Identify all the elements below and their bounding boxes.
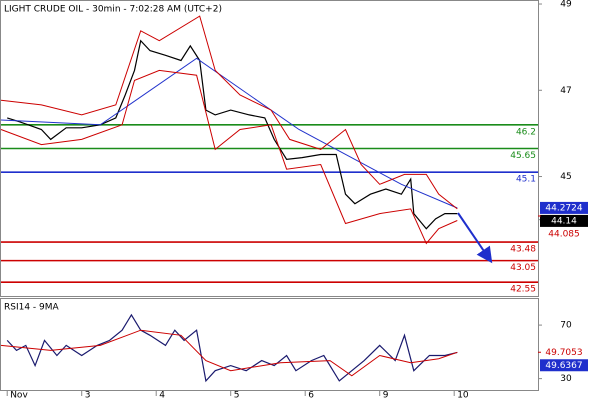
price-marker-label: 44.085 [548, 229, 580, 239]
x-tick-label: 5 [234, 391, 240, 400]
level-label: 45.65 [510, 151, 536, 161]
x-tick-label: 3 [85, 391, 91, 400]
x-tick-label: Nov [10, 391, 28, 400]
y-tick-label: 70 [560, 321, 572, 331]
series-line [0, 69, 458, 245]
level-label: 46.2 [516, 127, 536, 137]
forecast-arrow [457, 212, 493, 264]
x-tick-label: 10 [457, 391, 469, 400]
price-marker-label: 49.6367 [545, 361, 582, 371]
level-label: 43.48 [510, 245, 536, 255]
level-label: 45.1 [516, 175, 536, 185]
series-line [6, 313, 458, 383]
price-marker-label: 49.7053 [545, 348, 582, 358]
x-tick-label: 6 [308, 391, 314, 400]
level-label: 42.55 [510, 285, 536, 295]
chart-title: LIGHT CRUDE OIL - 30min - 7:02:28 AM (UT… [4, 5, 222, 15]
price-marker-box [540, 359, 588, 372]
y-tick-label: 49 [560, 0, 572, 10]
series-line [0, 15, 458, 210]
price-marker-box [540, 201, 588, 214]
level-label: 43.05 [510, 263, 536, 273]
y-tick-label: 45 [560, 172, 571, 182]
price-marker-label: 44.14 [551, 216, 577, 226]
x-tick-label: 9 [383, 391, 389, 400]
series-line [0, 329, 458, 377]
chart-title: RSI14 - 9MA [4, 303, 60, 313]
y-tick-label: 30 [560, 374, 572, 384]
y-tick-label: 47 [560, 86, 571, 96]
x-tick-label: 4 [159, 391, 165, 400]
price-marker-label: 44.2724 [545, 203, 582, 213]
rsi-panel [0, 298, 539, 391]
price-marker-box [540, 214, 588, 227]
series-line [0, 57, 458, 209]
